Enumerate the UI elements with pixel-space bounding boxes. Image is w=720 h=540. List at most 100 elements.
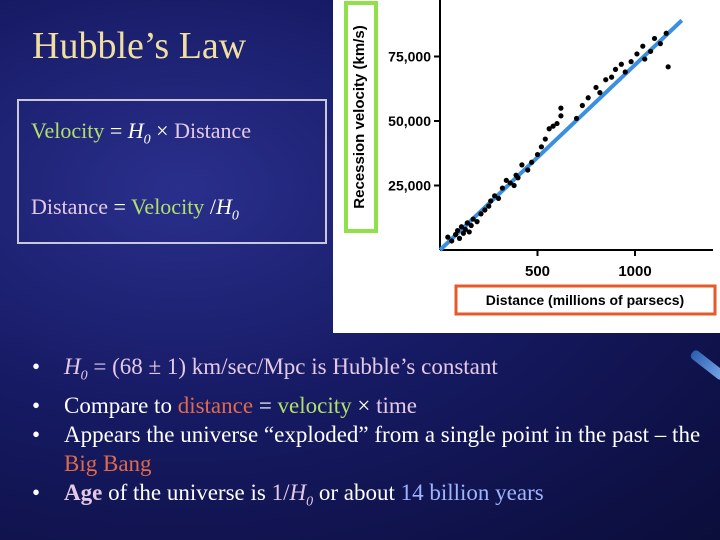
b1-sub: 0 [80, 368, 88, 384]
b1-text: = (68 ± 1) km/sec/Mpc is Hubble’s consta… [87, 354, 498, 379]
data-point [558, 105, 564, 111]
data-point [603, 77, 609, 83]
eq1-times: × [150, 118, 175, 143]
data-point [466, 229, 472, 235]
y-tick-label: 50,000 [388, 113, 431, 129]
data-point [558, 113, 564, 119]
data-point [546, 126, 552, 132]
data-point [554, 120, 560, 127]
eq1-distance: Distance [174, 118, 252, 143]
b2-pre: Compare to [64, 392, 178, 418]
data-point [478, 211, 484, 217]
data-point [534, 151, 541, 158]
data-point [458, 224, 465, 230]
y-tick-label: 75,000 [388, 49, 431, 65]
data-point [495, 195, 502, 201]
bullet-hubble-constant: • H0 = (68 ± 1) km/sec/Mpc is Hubble’s co… [32, 354, 498, 384]
eq2-velocity: Velocity [130, 194, 205, 219]
equation-box: Velocity = H0 × Distance Distance = Velo… [17, 99, 327, 244]
b3-pre: Appears the universe “exploded” from a s… [64, 421, 701, 447]
data-point [507, 180, 513, 186]
b4-sub: 0 [306, 494, 314, 510]
data-point [460, 230, 466, 236]
data-point [511, 182, 517, 189]
hubble-chart: Recession velocity (km/s) Distance (mill… [333, 0, 720, 333]
data-point [663, 30, 669, 36]
data-point [486, 203, 492, 209]
data-point [519, 162, 525, 168]
b2-eq: = [253, 392, 278, 418]
xlabel-box [454, 284, 717, 316]
data-point [657, 41, 663, 47]
data-point [542, 136, 548, 142]
data-point [612, 66, 619, 72]
equation-velocity: Velocity = H0 × Distance [31, 118, 251, 148]
data-point [445, 234, 451, 240]
b4-mid2: or about [313, 479, 401, 505]
eq1-velocity: Velocity [31, 118, 105, 143]
bullet-age: • Age of the universe is 1/H0 or about 14… [32, 479, 544, 510]
data-point [462, 226, 468, 232]
data-point [648, 48, 654, 54]
data-point [488, 198, 494, 204]
data-point [474, 219, 480, 225]
eq2-h: H [215, 194, 232, 219]
x-tick-label: 1000 [618, 263, 651, 280]
data-point [585, 95, 591, 101]
eq2-distance: Distance [31, 194, 108, 219]
data-point [470, 216, 476, 222]
b4-one-over: 1/ [271, 479, 290, 505]
data-point [573, 115, 580, 122]
b4-mid: of the universe is [102, 479, 272, 505]
slide-title: Hubble’s Law [32, 25, 247, 67]
y-axis-label: Recession velocity (km/s) [351, 25, 368, 208]
data-point [618, 61, 624, 67]
data-point [464, 220, 470, 226]
data-point [449, 238, 455, 244]
data-point [538, 144, 544, 150]
eq2-slash: / [204, 194, 216, 219]
eq2-equals: = [107, 194, 131, 219]
ylabel-box [344, 1, 378, 233]
x-axis-label: Distance (millions of parsecs) [486, 292, 684, 308]
data-point [529, 159, 535, 165]
y-tick-label: 25,000 [388, 178, 431, 194]
fit-line [438, 18, 684, 252]
data-point [579, 102, 585, 109]
data-point [640, 43, 646, 49]
data-point [499, 185, 505, 191]
data-point [515, 175, 521, 181]
data-point [525, 167, 531, 173]
bullet-big-bang: • Appears the universe “exploded” from a … [32, 421, 701, 476]
equation-distance: Distance = Velocity /H0 [31, 194, 239, 224]
data-point [492, 193, 498, 199]
b1-h: H [64, 354, 81, 379]
b2-velocity: velocity [277, 392, 352, 418]
data-point [550, 123, 556, 129]
data-point [634, 51, 640, 57]
data-point [628, 59, 634, 65]
chart-svg: Recession velocity (km/s) Distance (mill… [344, 0, 717, 316]
b2-distance: distance [177, 392, 254, 418]
data-point [665, 64, 671, 70]
data-point [454, 228, 461, 234]
data-point [468, 222, 474, 229]
data-point [609, 74, 615, 80]
data-point [482, 207, 488, 213]
b2-time: time [376, 392, 418, 418]
b3-bigbang: Big Bang [64, 450, 152, 476]
data-point [597, 90, 603, 96]
data-point [456, 235, 463, 241]
b2-times: × [351, 392, 377, 418]
b4-years: 14 billion years [400, 479, 544, 505]
eq1-h: H [127, 118, 144, 143]
b4-age: Age [64, 479, 103, 505]
eq1-sub: 0 [143, 132, 151, 148]
bullet-list: • H0 = (68 ± 1) km/sec/Mpc is Hubble’s co… [24, 352, 714, 516]
x-tick-label: 500 [525, 263, 550, 280]
data-point [503, 177, 509, 183]
bullet-compare: • Compare to distance = velocity × time [32, 392, 418, 418]
data-point [453, 231, 459, 238]
eq2-sub: 0 [231, 208, 239, 224]
data-point [651, 35, 658, 42]
